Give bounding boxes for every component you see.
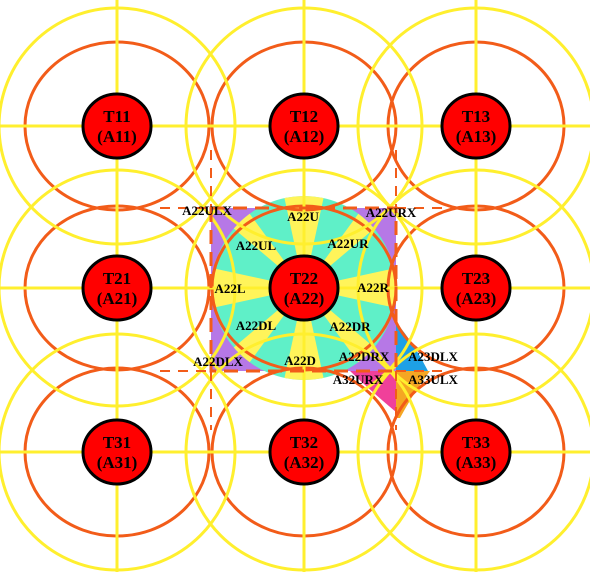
node-area: (A13) bbox=[456, 127, 497, 146]
region-border bbox=[209, 206, 398, 373]
node-label: T31 bbox=[103, 433, 131, 452]
region-label-a33ulx: A33ULX bbox=[408, 372, 458, 387]
node-area: (A22) bbox=[284, 289, 325, 308]
region-label-a22ur: A22UR bbox=[327, 236, 369, 251]
node-label: T13 bbox=[462, 107, 490, 126]
region-label-a22dlx: A22DLX bbox=[193, 354, 243, 369]
node-t31: T31 (A31) bbox=[81, 418, 153, 486]
node-label: T11 bbox=[103, 107, 130, 126]
node-area: (A32) bbox=[284, 453, 325, 472]
region-label-a22ulx: A22ULX bbox=[182, 203, 232, 218]
node-label: T23 bbox=[462, 269, 490, 288]
region-labels: A22U A22UL A22UR A22L A22R A22DL A22DR A… bbox=[182, 203, 458, 387]
node-t21: T21 (A21) bbox=[81, 254, 153, 322]
region-label-a23dlx: A23DLX bbox=[408, 349, 458, 364]
node-t12: T12 (A12) bbox=[268, 92, 340, 160]
region-label-a22r: A22R bbox=[357, 280, 389, 295]
node-label: T22 bbox=[290, 269, 318, 288]
node-t11: T11 (A11) bbox=[81, 92, 153, 160]
region-border-extensions bbox=[160, 150, 450, 430]
node-t32: T32 (A32) bbox=[268, 418, 340, 486]
nodes: T11 (A11) T12 (A12) T13 (A13) T21 (A21) … bbox=[81, 92, 512, 486]
region-label-a32urx: A32URX bbox=[333, 372, 384, 387]
node-area: (A23) bbox=[456, 289, 497, 308]
node-t22: T22 (A22) bbox=[268, 254, 340, 322]
region-label-a22u: A22U bbox=[287, 209, 319, 224]
node-t13: T13 (A13) bbox=[440, 92, 512, 160]
region-label-a22d: A22D bbox=[284, 353, 316, 368]
node-label: T12 bbox=[290, 107, 318, 126]
node-area: (A31) bbox=[97, 453, 138, 472]
node-label: T21 bbox=[103, 269, 131, 288]
region-label-a22dr: A22DR bbox=[329, 319, 371, 334]
node-label: T33 bbox=[462, 433, 490, 452]
node-area: (A11) bbox=[97, 127, 137, 146]
region-label-a22urx: A22URX bbox=[366, 205, 417, 220]
node-area: (A21) bbox=[97, 289, 138, 308]
region-label-a22l: A22L bbox=[214, 281, 245, 296]
node-area: (A12) bbox=[284, 127, 325, 146]
region-label-a22ul: A22UL bbox=[236, 238, 277, 253]
region-label-a22dl: A22DL bbox=[236, 318, 277, 333]
region-label-a22drx: A22DRX bbox=[339, 349, 390, 364]
node-label: T32 bbox=[290, 433, 318, 452]
node-area: (A33) bbox=[456, 453, 497, 472]
node-t33: T33 (A33) bbox=[440, 418, 512, 486]
node-t23: T23 (A23) bbox=[440, 254, 512, 322]
